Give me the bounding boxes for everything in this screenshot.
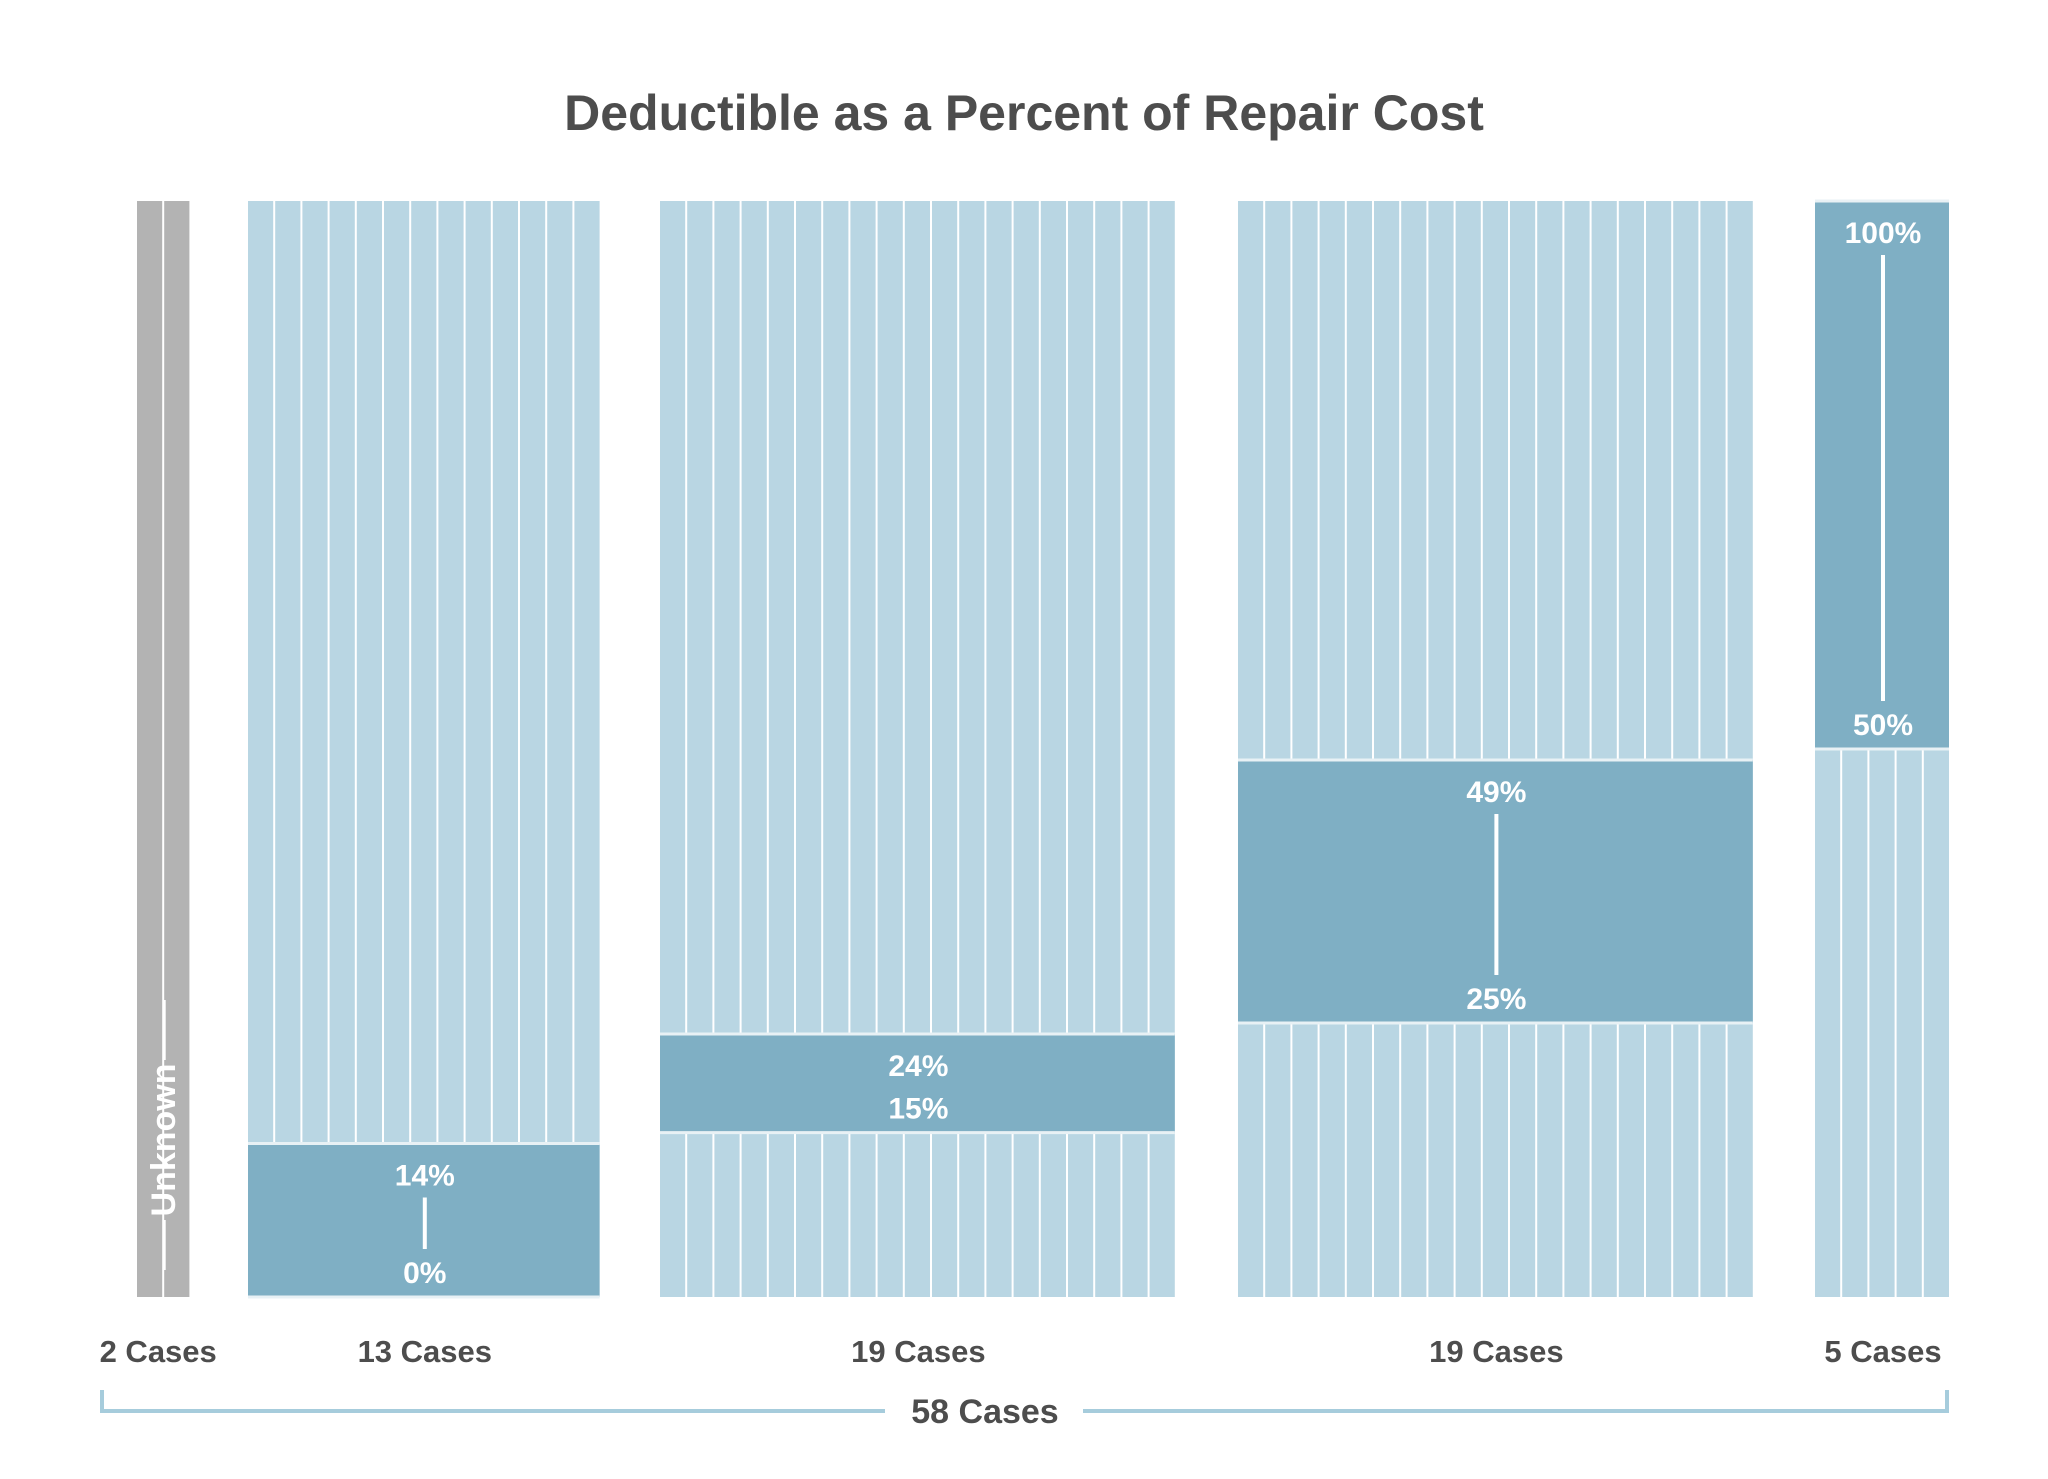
case-count-label: 5 Cases (1824, 1334, 1941, 1369)
case-stripe (1428, 201, 1454, 1297)
range-high-label: 49% (1466, 776, 1526, 809)
case-stripe (520, 201, 546, 1297)
case-stripe (1319, 201, 1345, 1297)
case-stripe (492, 201, 518, 1297)
range-low-label: 15% (888, 1093, 948, 1126)
case-stripe (164, 201, 190, 1297)
case-stripe (1482, 201, 1508, 1297)
range-band (660, 1033, 1175, 1133)
case-stripe (1537, 201, 1563, 1297)
case-stripe (1727, 201, 1753, 1297)
case-stripe (302, 201, 328, 1297)
case-stripe (1646, 201, 1672, 1297)
range-high-label: 100% (1845, 217, 1922, 250)
case-stripe (438, 201, 464, 1297)
case-stripe (547, 201, 573, 1297)
case-stripe (1591, 201, 1617, 1297)
chart-title: Deductible as a Percent of Repair Cost (564, 85, 1484, 141)
case-stripe (1564, 201, 1590, 1297)
case-stripe (574, 201, 600, 1297)
case-stripe (356, 201, 382, 1297)
unknown-label: Unknown (145, 1064, 183, 1217)
case-count-label: 19 Cases (1429, 1334, 1563, 1369)
case-stripe (137, 201, 163, 1297)
case-count-label: 19 Cases (851, 1334, 985, 1369)
case-stripe (248, 201, 274, 1297)
case-stripe (1618, 201, 1644, 1297)
range-high-label: 24% (888, 1050, 948, 1083)
case-stripe (465, 201, 491, 1297)
range-low-label: 50% (1853, 709, 1913, 742)
range-high-label: 14% (395, 1160, 455, 1193)
case-stripe (329, 201, 355, 1297)
case-stripe (1700, 201, 1726, 1297)
range-low-label: 0% (403, 1257, 446, 1290)
case-stripe (384, 201, 410, 1297)
range-low-label: 25% (1466, 983, 1526, 1016)
case-stripe (1292, 201, 1318, 1297)
case-stripe (411, 201, 437, 1297)
case-stripe (1346, 201, 1372, 1297)
total-cases-label: 58 Cases (911, 1393, 1058, 1431)
case-stripe (1374, 201, 1400, 1297)
case-stripe (1401, 201, 1427, 1297)
case-count-label: 2 Cases (100, 1334, 217, 1369)
case-stripe (1510, 201, 1536, 1297)
case-stripe (1455, 201, 1481, 1297)
case-stripe (1238, 201, 1264, 1297)
case-stripe (275, 201, 301, 1297)
total-bracket (100, 1390, 1949, 1413)
case-stripe (1673, 201, 1699, 1297)
case-count-label: 13 Cases (358, 1334, 492, 1369)
case-stripe (1265, 201, 1291, 1297)
